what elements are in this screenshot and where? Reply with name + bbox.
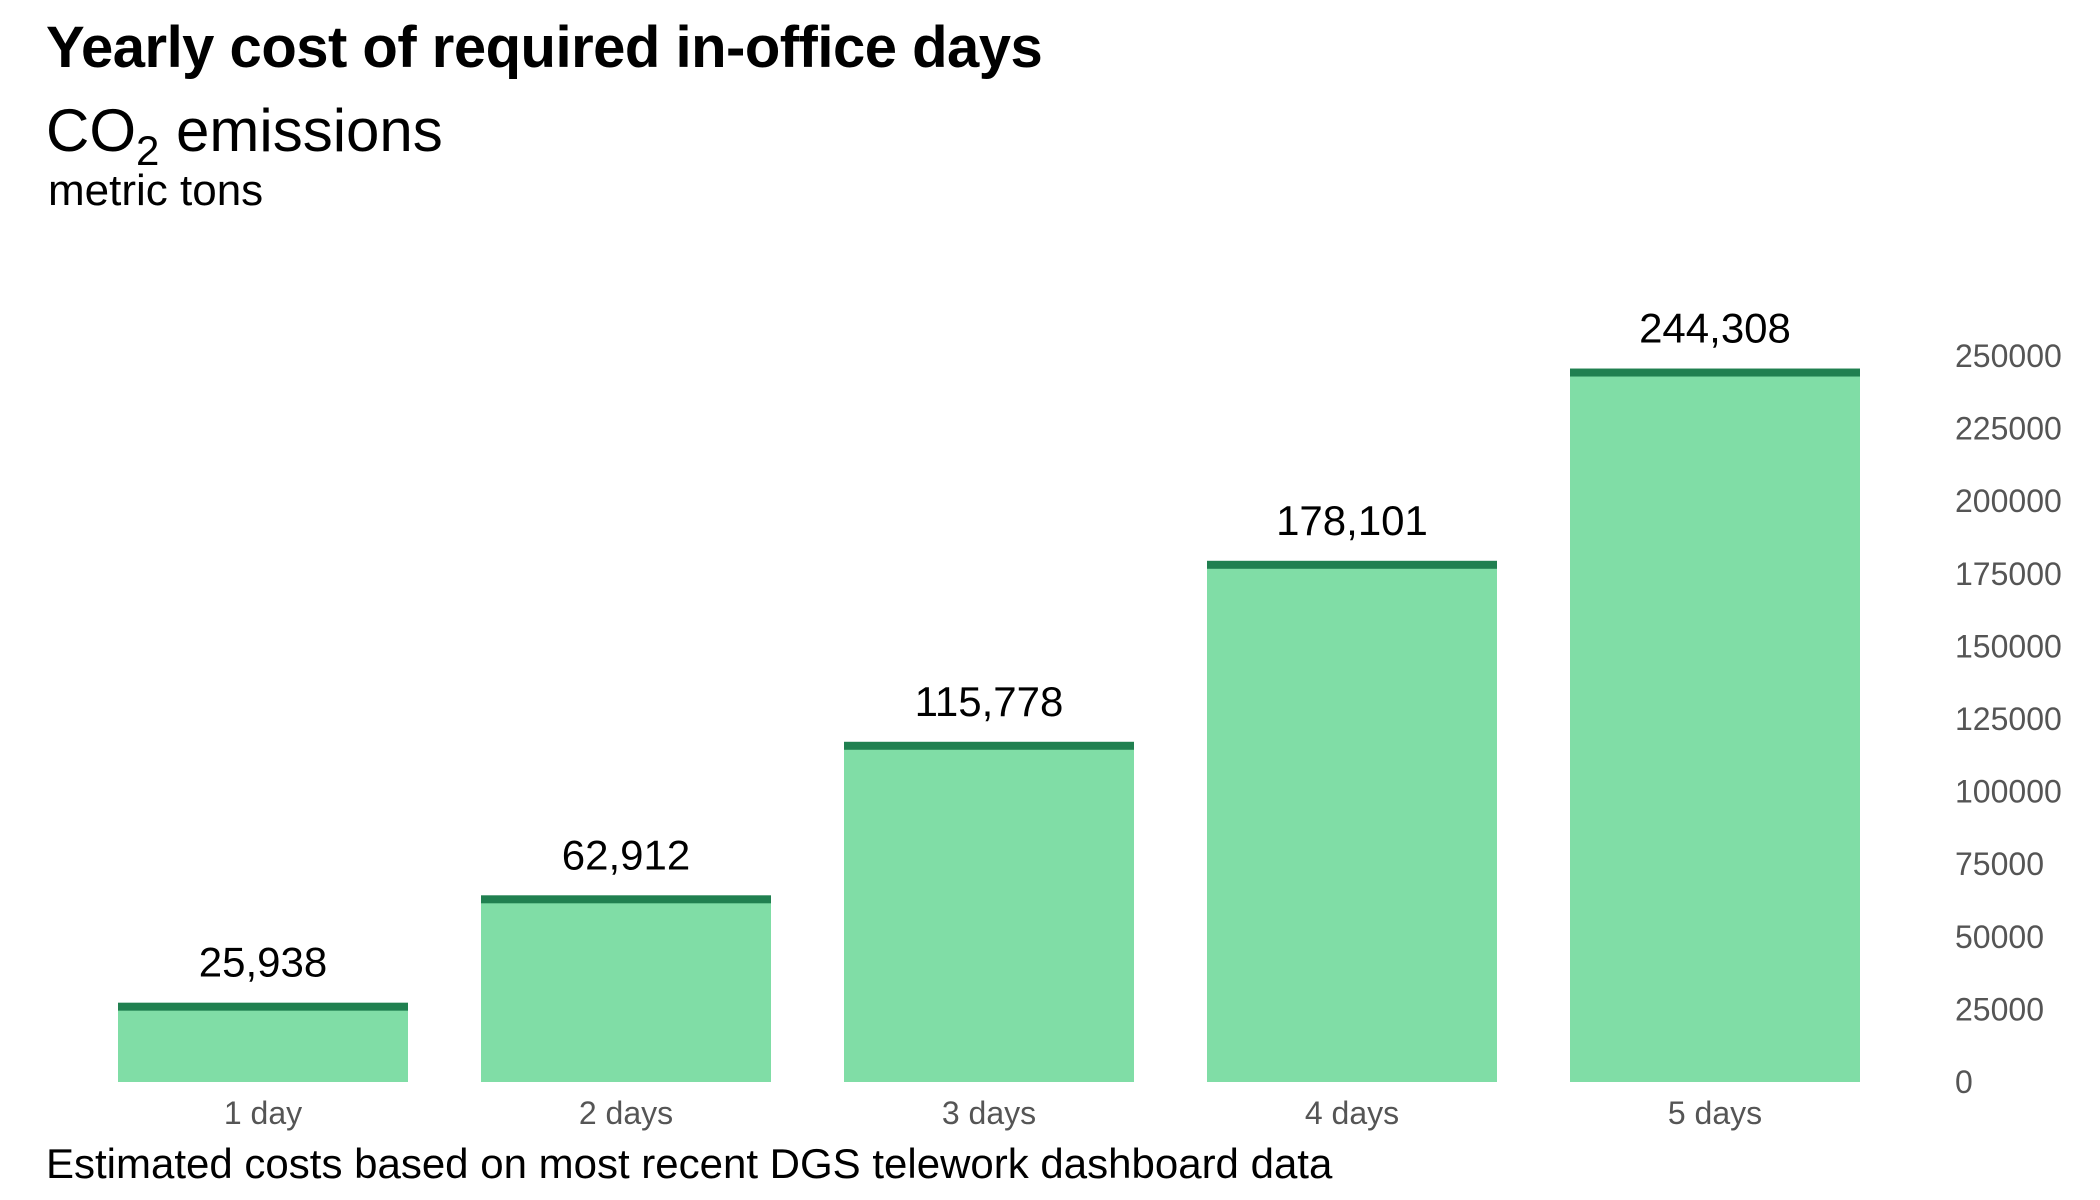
y-tick-label-10: 250000 — [1955, 338, 2062, 374]
subtitle-co: CO — [46, 97, 136, 164]
bar-5 — [1570, 372, 1860, 1083]
bar-4 — [1207, 564, 1497, 1082]
bar-2 — [481, 899, 771, 1082]
y-tick-label-0: 0 — [1955, 1064, 1973, 1100]
bars-group: 25,938 62,912 115,778 178,101 244,308 — [118, 305, 1860, 1083]
bar-3 — [844, 745, 1134, 1082]
chart-subtitle: CO2 emissions — [46, 96, 443, 174]
data-label-2: 62,912 — [562, 831, 690, 878]
category-label-4: 4 days — [1305, 1095, 1399, 1131]
category-label-2: 2 days — [579, 1095, 673, 1131]
category-label-3: 3 days — [942, 1095, 1036, 1131]
chart-title: Yearly cost of required in-office days — [46, 15, 1043, 80]
bar-cap-4 — [1207, 560, 1497, 569]
y-tick-label-8: 200000 — [1955, 483, 2062, 519]
category-label-5: 5 days — [1668, 1095, 1762, 1131]
y-tick-label-9: 225000 — [1955, 411, 2062, 447]
data-label-3: 115,778 — [915, 678, 1064, 725]
y-axis: 0 25000 50000 75000 100000 125000 150000 175000… — [1955, 338, 2062, 1100]
y-tick-label-5: 125000 — [1955, 701, 2062, 737]
y-tick-label-3: 75000 — [1955, 846, 2044, 882]
bar-1 — [118, 1006, 408, 1082]
bar-cap-3 — [844, 741, 1134, 750]
subtitle-subscript: 2 — [136, 127, 160, 174]
subtitle-rest: emissions — [159, 97, 443, 164]
data-label-1: 25,938 — [199, 939, 327, 986]
x-axis: 1 day 2 days 3 days 4 days 5 days — [224, 1095, 1762, 1131]
y-tick-label-2: 50000 — [1955, 919, 2044, 955]
category-label-1: 1 day — [224, 1095, 302, 1131]
y-tick-label-1: 25000 — [1955, 991, 2044, 1027]
bar-cap-2 — [481, 895, 771, 904]
footnote: Estimated costs based on most recent DGS… — [46, 1140, 1333, 1187]
data-label-4: 178,101 — [1276, 497, 1428, 544]
y-tick-label-4: 100000 — [1955, 774, 2062, 810]
y-tick-label-6: 150000 — [1955, 628, 2062, 664]
bar-cap-5 — [1570, 368, 1860, 377]
units-label: metric tons — [48, 166, 264, 215]
bar-cap-1 — [118, 1002, 408, 1011]
y-tick-label-7: 175000 — [1955, 556, 2062, 592]
data-label-5: 244,308 — [1639, 305, 1791, 352]
